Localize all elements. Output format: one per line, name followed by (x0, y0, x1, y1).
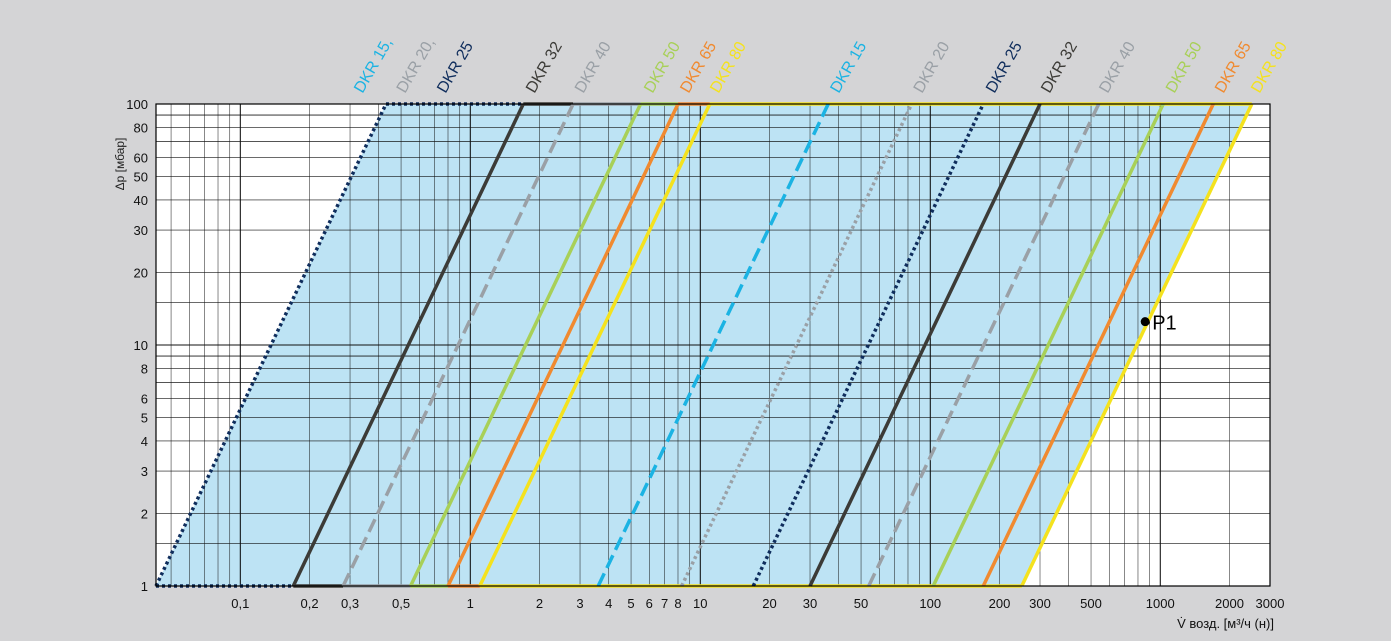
x-tick-label: 1 (467, 596, 474, 611)
x-tick-label: 2 (536, 596, 543, 611)
series-lines (154, 103, 1254, 587)
x-tick-label: 6 (646, 596, 653, 611)
y-tick-label: 5 (141, 411, 148, 426)
series-line-dkr-50-3 (408, 103, 643, 587)
series-line-dkr-80-13 (1020, 103, 1254, 587)
series-line-dkr-32-1 (291, 103, 525, 587)
x-tick-label: 50 (854, 596, 868, 611)
series-line-dkr-15-6 (596, 103, 830, 587)
series-line-dkr-50-11 (931, 103, 1165, 587)
y-tick-label: 10 (134, 338, 148, 353)
y-tick-label: 50 (134, 170, 148, 185)
plot-frame (155, 103, 1271, 587)
x-tick-label: 20 (762, 596, 776, 611)
series-line-dkr-40-10 (867, 103, 1101, 587)
x-tick-label: 1000 (1146, 596, 1175, 611)
y-tick-label: 100 (126, 97, 148, 112)
x-tick-label: 7 (661, 596, 668, 611)
x-tick-label: 3000 (1256, 596, 1285, 611)
y-tick-label: 6 (141, 391, 148, 406)
x-tick-label: 0,2 (300, 596, 318, 611)
x-tick-labels: 0,1 0,2 0,3 0,5 1 2 3 4 5 6 7 8 10 20 30 50 100 200 300 500… (231, 596, 1284, 611)
y-tick-label: 80 (134, 120, 148, 135)
point-marker (1140, 317, 1150, 327)
y-axis-label: Δp [мбар] (113, 138, 127, 191)
y-tick-label: 60 (134, 150, 148, 165)
x-tick-label: 0,5 (392, 596, 410, 611)
series-line-dkr-80-5 (478, 103, 712, 587)
y-tick-label: 20 (134, 265, 148, 280)
series-line-dkr-25-8 (751, 103, 985, 587)
x-tick-label: 500 (1080, 596, 1102, 611)
series-line-dkr-20-7 (680, 103, 914, 587)
series-line-dkr-65-12 (981, 103, 1215, 587)
point-p1: P1 (1140, 313, 1177, 335)
y-tick-label: 4 (141, 434, 148, 449)
x-tick-label: 2000 (1215, 596, 1244, 611)
y-tick-label: 3 (141, 464, 148, 479)
y-tick-label: 1 (141, 579, 148, 594)
y-tick-label: 30 (134, 223, 148, 238)
x-tick-label: 4 (605, 596, 612, 611)
x-tick-label: 0,1 (231, 596, 249, 611)
y-tick-label: 40 (134, 193, 148, 208)
x-tick-label: 8 (674, 596, 681, 611)
x-tick-label: 0,3 (341, 596, 359, 611)
y-tick-labels: 1 2 3 4 5 6 8 10 20 30 40 50 60 80 100 (126, 97, 148, 594)
x-axis-label: V̇ возд. [м³/ч (н)] (1177, 616, 1274, 631)
y-tick-label: 2 (141, 506, 148, 521)
point-label: P1 (1152, 313, 1176, 335)
x-tick-label: 200 (989, 596, 1011, 611)
x-tick-label: 30 (803, 596, 817, 611)
series-line-dkr-32-9 (808, 103, 1042, 587)
x-tick-label: 3 (576, 596, 583, 611)
x-tick-label: 5 (627, 596, 634, 611)
x-tick-label: 300 (1029, 596, 1051, 611)
series-line-dkr-15-dkr-20-dkr-25-0 (154, 103, 388, 587)
x-tick-label: 100 (919, 596, 941, 611)
x-tick-label: 10 (693, 596, 707, 611)
series-line-dkr-40-2 (341, 103, 575, 587)
series-line-dkr-65-4 (446, 103, 680, 587)
y-tick-label: 8 (141, 361, 148, 376)
